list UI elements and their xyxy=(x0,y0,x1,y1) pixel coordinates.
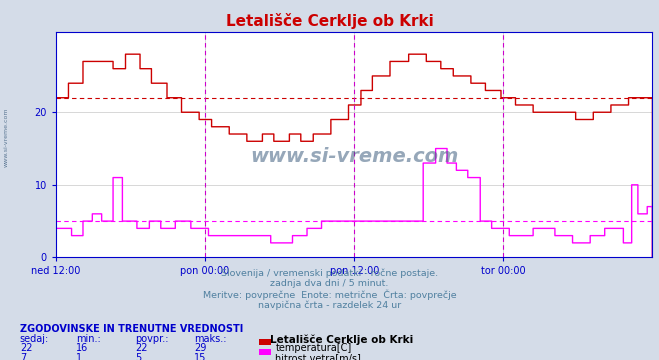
Text: min.:: min.: xyxy=(76,334,101,344)
Text: Meritve: povprečne  Enote: metrične  Črta: povprečje: Meritve: povprečne Enote: metrične Črta:… xyxy=(203,290,456,300)
Text: 22: 22 xyxy=(135,343,148,354)
Text: sedaj:: sedaj: xyxy=(20,334,49,344)
Text: 15: 15 xyxy=(194,353,207,360)
Text: hitrost vetra[m/s]: hitrost vetra[m/s] xyxy=(275,353,361,360)
Text: Slovenija / vremenski podatki - ročne postaje.: Slovenija / vremenski podatki - ročne po… xyxy=(221,268,438,278)
Text: 7: 7 xyxy=(20,353,26,360)
Text: zadnja dva dni / 5 minut.: zadnja dva dni / 5 minut. xyxy=(270,279,389,288)
Text: 16: 16 xyxy=(76,343,88,354)
Text: navpična črta - razdelek 24 ur: navpična črta - razdelek 24 ur xyxy=(258,301,401,310)
Text: 1: 1 xyxy=(76,353,82,360)
Text: maks.:: maks.: xyxy=(194,334,227,344)
Text: 29: 29 xyxy=(194,343,207,354)
Text: Letališče Cerklje ob Krki: Letališče Cerklje ob Krki xyxy=(270,334,413,345)
Text: 22: 22 xyxy=(20,343,32,354)
Text: 5: 5 xyxy=(135,353,141,360)
Text: temperatura[C]: temperatura[C] xyxy=(275,343,352,354)
Text: www.si-vreme.com: www.si-vreme.com xyxy=(250,147,459,166)
Text: ZGODOVINSKE IN TRENUTNE VREDNOSTI: ZGODOVINSKE IN TRENUTNE VREDNOSTI xyxy=(20,324,243,334)
Text: povpr.:: povpr.: xyxy=(135,334,169,344)
Text: www.si-vreme.com: www.si-vreme.com xyxy=(4,107,9,167)
Text: Letališče Cerklje ob Krki: Letališče Cerklje ob Krki xyxy=(225,13,434,28)
